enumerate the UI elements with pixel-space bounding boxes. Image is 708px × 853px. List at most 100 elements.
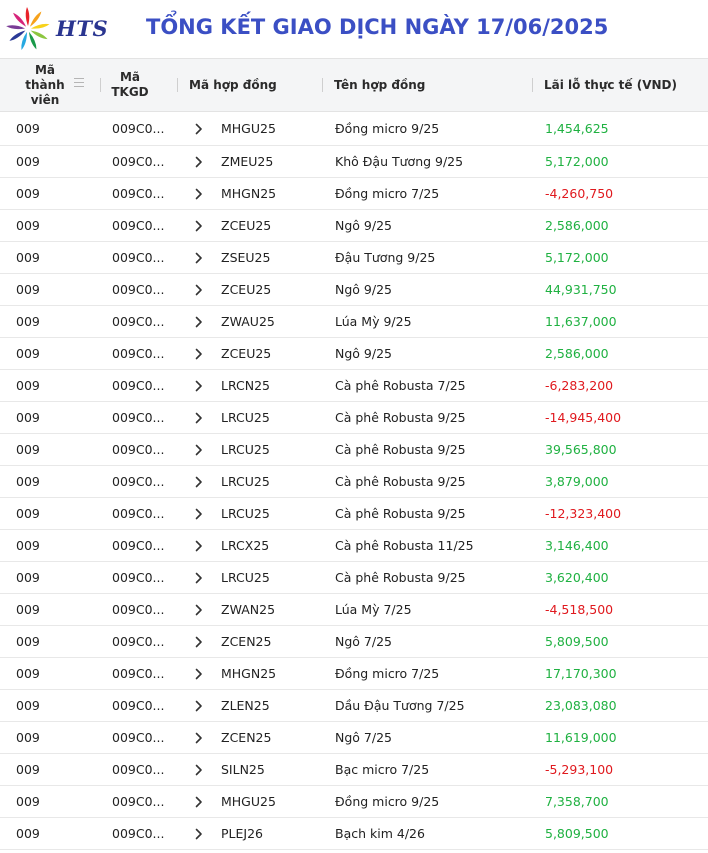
cell-contract-name: Khô Đậu Tương 9/25 xyxy=(335,154,464,169)
column-header-contract-name[interactable]: Tên hợp đồng xyxy=(334,77,426,92)
chevron-right-icon[interactable] xyxy=(193,530,205,561)
cell-account: 009C0... xyxy=(112,634,165,649)
cell-contract-code: LRCU25 xyxy=(221,442,270,457)
page-title: TỔNG KẾT GIAO DỊCH NGÀY 17/06/2025 xyxy=(146,15,609,39)
chevron-right-icon[interactable] xyxy=(193,754,205,785)
table-row[interactable]: 009 009C0... LRCU25 Cà phê Robusta 9/25 3,62… xyxy=(0,562,708,594)
cell-pnl: -5,293,100 xyxy=(545,762,614,777)
cell-contract-code: ZCEN25 xyxy=(221,634,272,649)
column-header-member-line1: Mã thành xyxy=(25,62,65,92)
chevron-right-icon[interactable] xyxy=(193,370,205,401)
chevron-right-icon[interactable] xyxy=(193,210,205,241)
cell-contract-name: Dầu Đậu Tương 7/25 xyxy=(335,698,465,713)
chevron-right-icon[interactable] xyxy=(193,242,205,273)
cell-contract-name: Lúa Mỳ 9/25 xyxy=(335,314,412,329)
chevron-right-icon[interactable] xyxy=(193,818,205,849)
cell-account: 009C0... xyxy=(112,762,165,777)
table-row[interactable]: 009 009C0... ZWAN25 Lúa Mỳ 7/25 -4,518,500 xyxy=(0,594,708,626)
cell-contract-name: Cà phê Robusta 9/25 xyxy=(335,442,466,457)
cell-contract-code: MHGN25 xyxy=(221,186,277,201)
cell-member: 009 xyxy=(16,602,40,617)
column-header-account-line2: TKGD xyxy=(111,85,149,99)
table-row[interactable]: 009 009C0... ZCEU25 Ngô 9/25 2,586,000 xyxy=(0,338,708,370)
table-row[interactable]: 009 009C0... MHGN25 Đồng micro 7/25 -4,260,7… xyxy=(0,178,708,210)
column-header-contract-code[interactable]: Mã hợp đồng xyxy=(189,77,277,92)
column-header-pnl[interactable]: Lãi lỗ thực tế (VND) xyxy=(544,77,677,92)
chevron-right-icon[interactable] xyxy=(193,690,205,721)
chevron-right-icon[interactable] xyxy=(193,562,205,593)
cell-member: 009 xyxy=(16,442,40,457)
cell-contract-name: Bạc micro 7/25 xyxy=(335,762,430,777)
table-row[interactable]: 009 009C0... ZSEU25 Đậu Tương 9/25 5,172,000 xyxy=(0,242,708,274)
table-row[interactable]: 009 009C0... LRCU25 Cà phê Robusta 9/25 -14,… xyxy=(0,402,708,434)
chevron-right-icon[interactable] xyxy=(193,498,205,529)
cell-member: 009 xyxy=(16,506,40,521)
cell-pnl: 17,170,300 xyxy=(545,666,617,681)
cell-contract-name: Cà phê Robusta 9/25 xyxy=(335,474,466,489)
cell-account: 009C0... xyxy=(112,730,165,745)
cell-contract-code: LRCX25 xyxy=(221,538,270,553)
table-body: 009 009C0... MHGU25 Đồng micro 9/25 1,454,62… xyxy=(0,112,708,853)
chevron-right-icon[interactable] xyxy=(193,306,205,337)
cell-member: 009 xyxy=(16,826,40,841)
table-row[interactable]: 009 009C0... ZCEN25 Ngô 7/25 5,809,500 xyxy=(0,626,708,658)
page-header: HTS TỔNG KẾT GIAO DỊCH NGÀY 17/06/2025 xyxy=(0,0,708,58)
table-row[interactable]: 009 009C0... ZWAU25 Lúa Mỳ 9/25 11,637,000 xyxy=(0,306,708,338)
chevron-right-icon[interactable] xyxy=(193,594,205,625)
cell-account: 009C0... xyxy=(112,121,165,136)
column-menu-icon[interactable] xyxy=(74,78,84,90)
chevron-right-icon[interactable] xyxy=(193,722,205,753)
cell-pnl: 5,172,000 xyxy=(545,250,609,265)
table-row[interactable]: 009 009C0... MHGU25 Đồng micro 9/25 7,358,70… xyxy=(0,786,708,818)
cell-account: 009C0... xyxy=(112,538,165,553)
table-row[interactable]: 009 009C0... LRCN25 Cà phê Robusta 7/25 -6,2… xyxy=(0,370,708,402)
cell-account: 009C0... xyxy=(112,314,165,329)
hts-logo: HTS xyxy=(4,4,114,54)
chevron-right-icon[interactable] xyxy=(193,112,205,145)
cell-pnl: -14,945,400 xyxy=(545,410,622,425)
column-header-member[interactable]: Mã thành viên xyxy=(14,59,76,111)
table-row[interactable]: 009 009C0... ZCEN25 Ngô 7/25 11,619,000 xyxy=(0,722,708,754)
chevron-right-icon[interactable] xyxy=(193,402,205,433)
cell-contract-name: Cà phê Robusta 7/25 xyxy=(335,378,466,393)
table-row[interactable]: 009 009C0... MHGU25 Đồng micro 9/25 1,454,62… xyxy=(0,112,708,146)
cell-member: 009 xyxy=(16,762,40,777)
column-header-account[interactable]: Mã TKGD xyxy=(104,59,156,111)
chevron-right-icon[interactable] xyxy=(193,786,205,817)
cell-pnl: 44,931,750 xyxy=(545,282,617,297)
chevron-right-icon[interactable] xyxy=(193,178,205,209)
chevron-right-icon[interactable] xyxy=(193,658,205,689)
table-row[interactable]: 009 009C0... LRCU25 Cà phê Robusta 9/25 -12,… xyxy=(0,498,708,530)
table-row[interactable]: 009 009C0... ZLEN25 Dầu Đậu Tương 7/25 23,08… xyxy=(0,690,708,722)
table-header: Mã thành viên Mã TKGD Mã hợp đồng Tên hợ… xyxy=(0,59,708,112)
column-separator xyxy=(532,78,533,92)
table-row[interactable]: 009 009C0... PLEJ26 Bạch kim 4/26 5,809,500 xyxy=(0,818,708,850)
chevron-right-icon[interactable] xyxy=(193,338,205,369)
table-row[interactable]: 009 009C0... LRCU25 Cà phê Robusta 9/25 39,5… xyxy=(0,434,708,466)
cell-contract-name: Cà phê Robusta 9/25 xyxy=(335,506,466,521)
cell-contract-code: ZWAN25 xyxy=(221,602,276,617)
table-row[interactable]: 009 009C0... SILN25 Bạc micro 7/25 -5,293,10… xyxy=(0,754,708,786)
chevron-right-icon[interactable] xyxy=(193,274,205,305)
cell-account: 009C0... xyxy=(112,666,165,681)
chevron-right-icon[interactable] xyxy=(193,434,205,465)
cell-account: 009C0... xyxy=(112,186,165,201)
table-row[interactable]: 009 009C0... LRCX25 Cà phê Robusta 11/25 3,1… xyxy=(0,530,708,562)
cell-pnl: 3,879,000 xyxy=(545,474,609,489)
cell-member: 009 xyxy=(16,730,40,745)
table-row[interactable]: 009 009C0... ZCEU25 Ngô 9/25 2,586,000 xyxy=(0,210,708,242)
chevron-right-icon[interactable] xyxy=(193,626,205,657)
cell-contract-name: Đồng micro 7/25 xyxy=(335,666,440,681)
table-row[interactable]: 009 009C0... MHGN25 Đồng micro 7/25 17,170,3… xyxy=(0,658,708,690)
cell-pnl: 7,358,700 xyxy=(545,794,609,809)
table-row[interactable]: 009 009C0... ZMEU25 Khô Đậu Tương 9/25 5,172… xyxy=(0,146,708,178)
cell-pnl: 11,619,000 xyxy=(545,730,617,745)
chevron-right-icon[interactable] xyxy=(193,146,205,177)
table-row[interactable]: 009 009C0... ZCEU25 Ngô 9/25 44,931,750 xyxy=(0,274,708,306)
cell-account: 009C0... xyxy=(112,218,165,233)
chevron-right-icon[interactable] xyxy=(193,466,205,497)
cell-member: 009 xyxy=(16,410,40,425)
table-row[interactable]: 009 009C0... LRCU25 Cà phê Robusta 9/25 3,87… xyxy=(0,466,708,498)
cell-member: 009 xyxy=(16,538,40,553)
cell-contract-name: Ngô 9/25 xyxy=(335,282,392,297)
